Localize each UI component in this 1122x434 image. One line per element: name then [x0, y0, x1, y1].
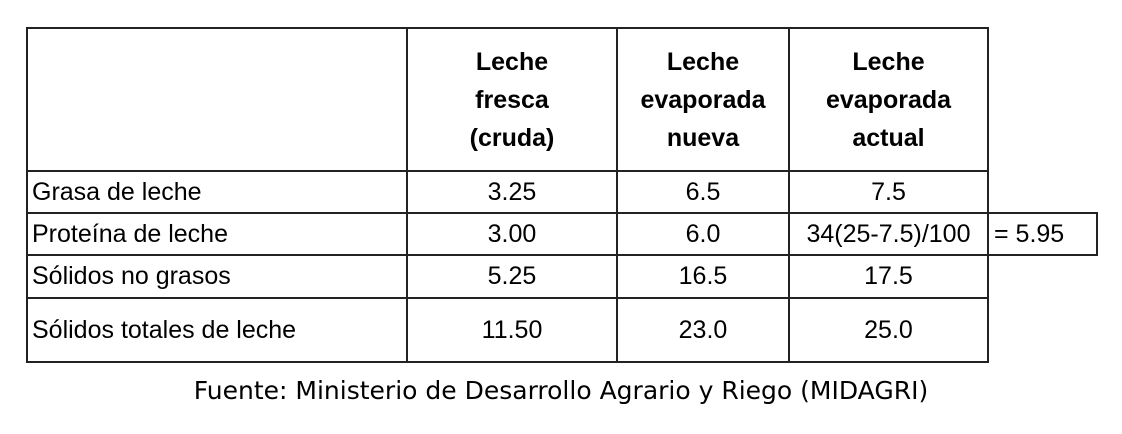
table-rule-header — [26, 170, 989, 172]
row-4-value-fresh: 11.50 — [481, 315, 543, 344]
table-border-left — [26, 27, 28, 363]
row-1-value-current: 7.5 — [871, 177, 906, 206]
header-cell-evaporated-current: Leche evaporada actual — [825, 47, 952, 152]
table-col-rule-2 — [616, 27, 618, 363]
header-cell-blank — [28, 29, 406, 170]
data-table: Leche fresca (cruda) Leche evaporada nue… — [26, 27, 1098, 363]
source-caption: Fuente: Ministerio de Desarrollo Agrario… — [193, 376, 929, 405]
row-1-value-new: 6.5 — [685, 177, 721, 206]
row-3-value-new: 16.5 — [678, 262, 728, 291]
row-label-non-fat-solids: Sólidos no grasos — [32, 262, 231, 291]
extra-cell-right-border — [1096, 212, 1098, 256]
table-rule-row-2 — [26, 254, 1098, 256]
row-2-value-current: 34(25-7.5)/100 — [806, 219, 971, 248]
table-border-top — [26, 27, 989, 29]
row-1-value-fresh: 3.25 — [487, 177, 537, 206]
row-label-milk-fat: Grasa de leche — [32, 177, 202, 206]
header-cell-fresh-milk: Leche fresca (cruda) — [469, 47, 555, 152]
row-3-value-fresh: 5.25 — [487, 262, 537, 291]
table-col-rule-1 — [406, 27, 408, 363]
table-rule-row-1 — [26, 212, 1098, 214]
table-border-bottom — [26, 361, 989, 363]
table-col-rule-3 — [788, 27, 790, 363]
row-label-total-milk-solids: Sólidos totales de leche — [32, 315, 297, 344]
row-2-result-cell: = 5.95 — [994, 219, 1065, 248]
row-4-value-current: 25.0 — [864, 315, 913, 344]
row-2-value-fresh: 3.00 — [487, 219, 537, 248]
row-3-value-current: 17.5 — [864, 262, 913, 291]
row-label-milk-protein: Proteína de leche — [32, 219, 228, 248]
header-cell-evaporated-new: Leche evaporada nueva — [640, 47, 766, 152]
table-border-right — [987, 27, 989, 363]
table-rule-row-3 — [26, 297, 989, 299]
row-4-value-new: 23.0 — [678, 315, 728, 344]
row-2-value-new: 6.0 — [685, 219, 721, 248]
